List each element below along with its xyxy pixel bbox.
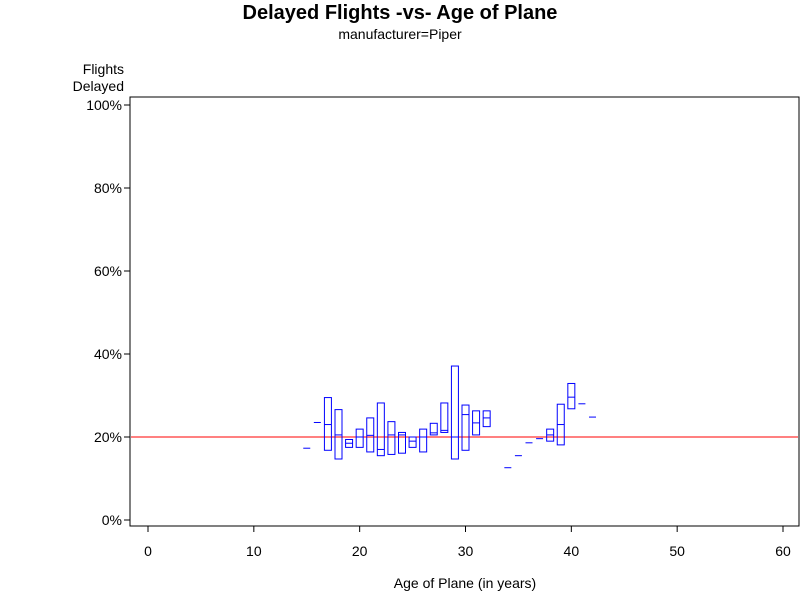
x-tick-label: 40 (564, 543, 580, 559)
box-mark (387, 421, 396, 455)
x-tick-label: 10 (246, 543, 262, 559)
chart-title: Delayed Flights -vs- Age of Plane (242, 2, 558, 24)
box-mark (398, 431, 406, 454)
box-mark (482, 410, 491, 428)
x-tick-label: 50 (669, 543, 685, 559)
box-mark (440, 402, 449, 433)
y-axis-label: Flights Delayed (72, 61, 124, 94)
y-tick-label: 80% (94, 180, 122, 196)
x-tick-label: 0 (144, 543, 152, 559)
box-mark (450, 365, 459, 460)
box-mark (419, 428, 428, 453)
y-tick-label: 60% (94, 263, 122, 279)
box-mark (429, 422, 438, 436)
chart-subtitle: manufacturer=Piper (338, 26, 462, 42)
y-tick-label: 0% (102, 512, 122, 528)
y-tick-label: 40% (94, 346, 122, 362)
y-axis: 0% 20% 40% 60% 80% 100% (86, 97, 130, 528)
y-tick-label: 20% (94, 429, 122, 445)
x-tick-label: 60 (775, 543, 791, 559)
box-mark (376, 402, 385, 457)
plot-frame (129, 96, 800, 527)
x-axis: 0 10 20 30 40 50 60 (144, 526, 791, 559)
box-mark (461, 404, 470, 451)
box-mark (323, 397, 332, 451)
box-mark (355, 428, 364, 448)
x-tick-label: 20 (352, 543, 368, 559)
box-mark (334, 409, 343, 460)
box-mark (408, 436, 417, 448)
x-axis-label: Age of Plane (in years) (393, 575, 537, 591)
y-tick-label: 100% (86, 97, 122, 113)
plot-marks (131, 365, 798, 469)
x-tick-label: 30 (458, 543, 474, 559)
box-mark (567, 382, 576, 410)
